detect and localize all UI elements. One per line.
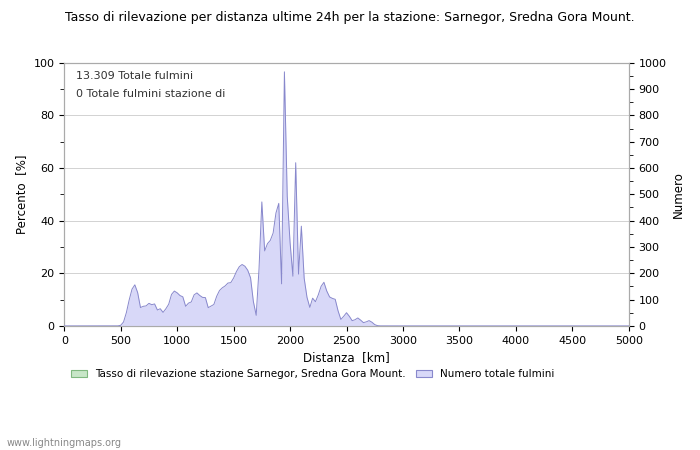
Text: 0 Totale fulmini stazione di: 0 Totale fulmini stazione di: [76, 89, 225, 99]
Y-axis label: Numero: Numero: [672, 171, 685, 218]
Y-axis label: Percento  [%]: Percento [%]: [15, 155, 28, 234]
Text: www.lightningmaps.org: www.lightningmaps.org: [7, 438, 122, 448]
X-axis label: Distanza  [km]: Distanza [km]: [303, 351, 390, 364]
Legend: Tasso di rilevazione stazione Sarnegor, Sredna Gora Mount., Numero totale fulmin: Tasso di rilevazione stazione Sarnegor, …: [66, 365, 559, 384]
Text: 13.309 Totale fulmini: 13.309 Totale fulmini: [76, 71, 192, 81]
Text: Tasso di rilevazione per distanza ultime 24h per la stazione: Sarnegor, Sredna G: Tasso di rilevazione per distanza ultime…: [65, 11, 635, 24]
